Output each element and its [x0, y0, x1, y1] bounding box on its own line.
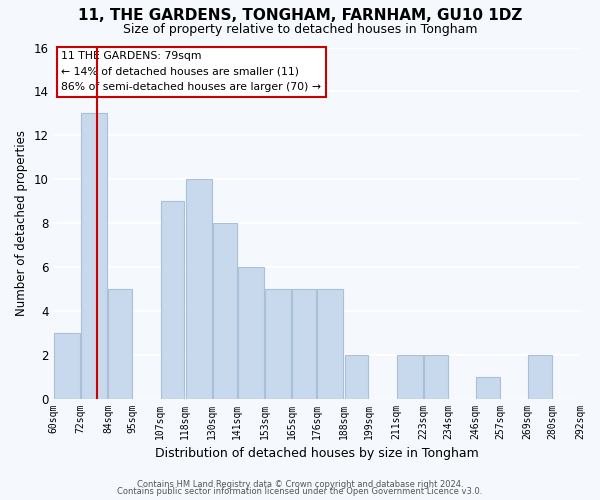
Text: 11 THE GARDENS: 79sqm
← 14% of detached houses are smaller (11)
86% of semi-deta: 11 THE GARDENS: 79sqm ← 14% of detached … [61, 51, 322, 92]
Text: Contains HM Land Registry data © Crown copyright and database right 2024.: Contains HM Land Registry data © Crown c… [137, 480, 463, 489]
Bar [109, 289, 132, 399]
Bar [397, 354, 423, 399]
Bar [292, 289, 316, 399]
X-axis label: Distribution of detached houses by size in Tongham: Distribution of detached houses by size … [155, 447, 479, 460]
Bar [476, 376, 500, 398]
Bar [213, 223, 236, 398]
Text: 11, THE GARDENS, TONGHAM, FARNHAM, GU10 1DZ: 11, THE GARDENS, TONGHAM, FARNHAM, GU10 … [78, 8, 522, 22]
Bar [265, 289, 291, 399]
Y-axis label: Number of detached properties: Number of detached properties [15, 130, 28, 316]
Text: Contains public sector information licensed under the Open Government Licence v3: Contains public sector information licen… [118, 488, 482, 496]
Bar [424, 354, 448, 399]
Text: Size of property relative to detached houses in Tongham: Size of property relative to detached ho… [123, 22, 477, 36]
Bar [161, 201, 184, 398]
Bar [529, 354, 552, 399]
Bar [185, 179, 212, 398]
Bar [238, 267, 264, 398]
Bar [317, 289, 343, 399]
Bar [344, 354, 368, 399]
Bar [81, 114, 107, 399]
Bar [54, 332, 80, 398]
